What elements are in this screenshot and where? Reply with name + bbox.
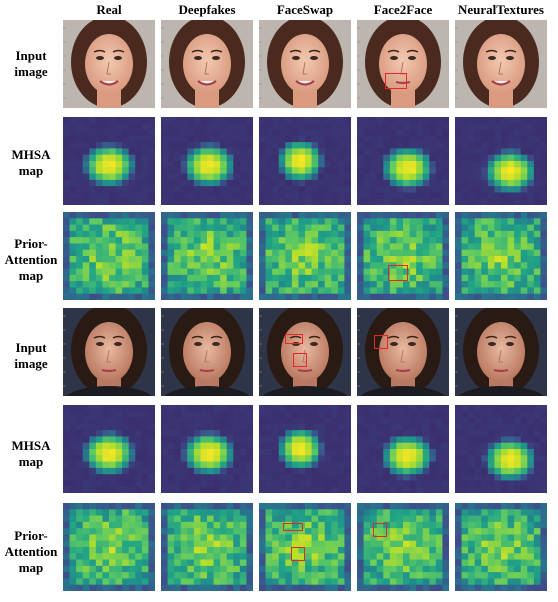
manipulation-highlight-box xyxy=(388,265,408,281)
mhsa-map-neuraltextures xyxy=(455,405,547,493)
mhsa-map-faceswap xyxy=(259,405,351,493)
column-header-neuraltextures: NeuralTextures xyxy=(458,2,544,17)
mhsa-map-real xyxy=(63,405,155,493)
mhsa-map-face2face xyxy=(357,117,449,205)
manipulation-highlight-box xyxy=(291,547,305,561)
mhsa-map-deepfakes xyxy=(161,117,253,205)
mhsa-map-real xyxy=(63,117,155,205)
input-image-faceswap xyxy=(259,308,351,396)
column-header-deepfakes: Deepfakes xyxy=(178,2,236,17)
row-label-line: Input xyxy=(15,340,47,355)
row-label-line: Input xyxy=(15,48,47,63)
row-label-prior-2: Prior- Attention map xyxy=(0,528,62,576)
manipulation-highlight-box xyxy=(293,353,307,367)
mhsa-map-deepfakes xyxy=(161,405,253,493)
column-header-face2face: Face2Face xyxy=(373,2,433,17)
prior-attention-map-real xyxy=(63,503,155,591)
row-label-line: Prior- xyxy=(14,236,48,251)
column-header-faceswap: FaceSwap xyxy=(276,2,334,17)
prior-attention-map-real xyxy=(63,212,155,300)
row-label-line: Prior- xyxy=(14,528,48,543)
row-label-line: map xyxy=(18,163,44,178)
row-label-line: Attention xyxy=(4,544,58,559)
input-image-deepfakes xyxy=(161,308,253,396)
row-label-line: map xyxy=(18,560,44,575)
input-image-face2face xyxy=(357,308,449,396)
row-label-line: MHSA xyxy=(11,147,51,162)
row-label-prior-1: Prior- Attention map xyxy=(0,236,62,284)
prior-attention-map-face2face xyxy=(357,503,449,591)
manipulation-highlight-box xyxy=(285,334,303,344)
manipulation-highlight-box xyxy=(374,335,388,349)
input-image-real xyxy=(63,20,155,108)
prior-attention-map-neuraltextures xyxy=(455,212,547,300)
input-image-deepfakes xyxy=(161,20,253,108)
input-image-neuraltextures xyxy=(455,308,547,396)
row-label-line: Attention xyxy=(4,252,58,267)
mhsa-map-faceswap xyxy=(259,117,351,205)
manipulation-highlight-box xyxy=(373,523,387,537)
row-label-mhsa-1: MHSA map xyxy=(0,147,62,179)
row-label-mhsa-2: MHSA map xyxy=(0,438,62,470)
row-label-line: map xyxy=(18,268,44,283)
prior-attention-map-deepfakes xyxy=(161,503,253,591)
mhsa-map-face2face xyxy=(357,405,449,493)
manipulation-highlight-box xyxy=(385,73,407,89)
prior-attention-map-faceswap xyxy=(259,212,351,300)
mhsa-map-neuraltextures xyxy=(455,117,547,205)
input-image-neuraltextures xyxy=(455,20,547,108)
prior-attention-map-face2face xyxy=(357,212,449,300)
prior-attention-map-neuraltextures xyxy=(455,503,547,591)
row-label-input-1: Input image xyxy=(0,48,62,80)
manipulation-highlight-box xyxy=(283,523,303,531)
row-label-line: map xyxy=(18,454,44,469)
input-image-real xyxy=(63,308,155,396)
input-image-faceswap xyxy=(259,20,351,108)
prior-attention-map-deepfakes xyxy=(161,212,253,300)
row-label-line: MHSA xyxy=(11,438,51,453)
row-label-input-2: Input image xyxy=(0,340,62,372)
column-header-real: Real xyxy=(96,2,122,17)
input-image-face2face xyxy=(357,20,449,108)
row-label-line: image xyxy=(14,356,48,371)
prior-attention-map-faceswap xyxy=(259,503,351,591)
row-label-line: image xyxy=(14,64,48,79)
